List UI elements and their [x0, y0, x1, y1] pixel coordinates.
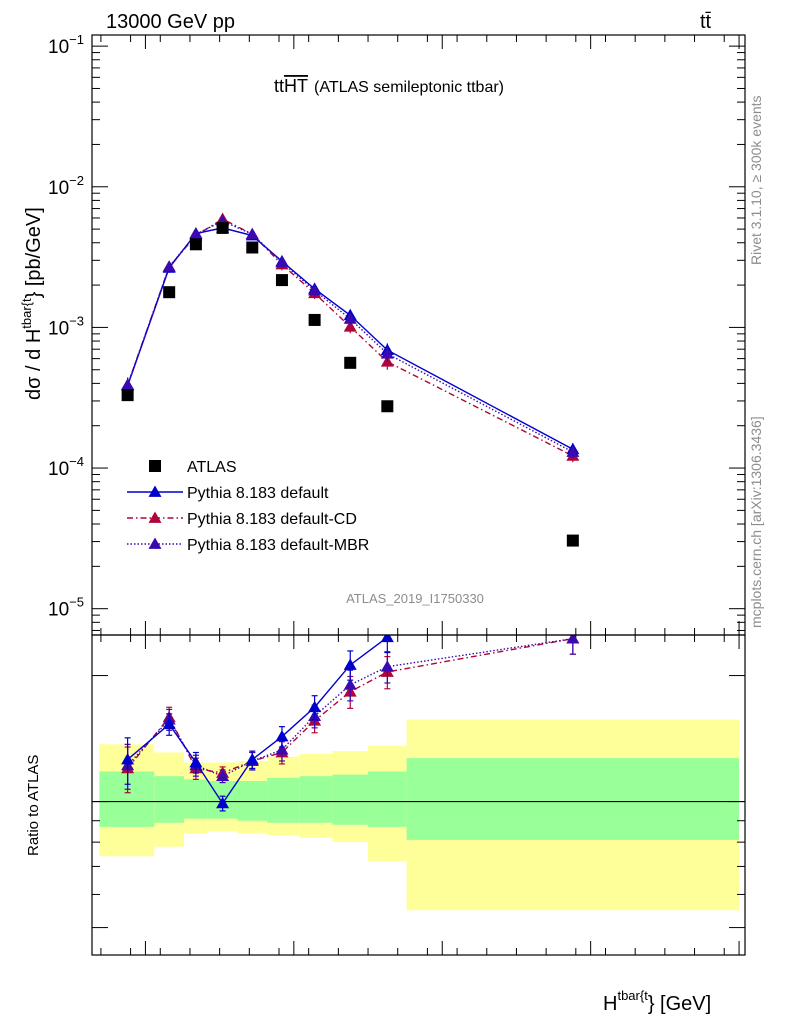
plot-title: ttHT (ATLAS semileptonic ttbar): [274, 76, 504, 96]
atlas-data-point: [275, 274, 288, 287]
atlas-data-point: [121, 389, 134, 402]
ratio-y-tick-label-right: 1: [753, 793, 764, 814]
x-tick-label: 1000: [273, 965, 315, 986]
ratio-y-tick-label-right: 0.5: [753, 919, 779, 940]
atlas-data-point: [308, 313, 321, 326]
ratio-frame: [91, 634, 746, 956]
ratio-panel: 500 1000 1500 2000 2500 0.5 0.5 1 1 2 2: [56, 635, 779, 986]
atlas-data-point: [566, 534, 579, 547]
ratio-point-mbr: [343, 678, 357, 690]
x-label-text: H: [603, 993, 617, 1015]
x-tick-label: 500: [130, 965, 162, 986]
plot-title-sub: (ATLAS semileptonic ttbar): [314, 79, 504, 96]
ratio-y-tick-label-right: 2: [753, 667, 764, 688]
ratio-band-inner: [368, 771, 407, 827]
y-tick-label: 10−5: [48, 595, 84, 621]
ratio-point-mbr: [275, 743, 289, 755]
legend-marker-atlas: [149, 460, 161, 472]
rivet-label: Rivet 3.1.10, ≥ 300k events: [748, 95, 764, 265]
ratio-band-inner: [299, 776, 333, 823]
plot-title-overline: HT: [284, 76, 308, 96]
legend-label: Pythia 8.183 default-MBR: [187, 537, 369, 554]
ratio-band-inner: [332, 774, 369, 825]
legend-marker-default: [148, 485, 162, 497]
y-tick-label: 10−1: [48, 32, 84, 58]
atlas-data-point: [189, 238, 202, 251]
y-tick-label: 10−2: [48, 173, 84, 199]
ratio-point-default: [343, 658, 357, 670]
legend: ATLAS Pythia 8.183 default Pythia 8.183 de…: [127, 459, 369, 554]
legend-marker-mbr: [148, 537, 162, 549]
ratio-point-default: [121, 753, 135, 765]
x-axis-label: Htbar{t} [GeV]: [603, 988, 711, 1015]
ratio-band-inner: [406, 758, 740, 840]
x-tick-label: 1500: [421, 965, 463, 986]
atlas-data-point: [216, 221, 229, 234]
ratio-y-tick-label: 1: [71, 793, 82, 814]
ratio-band-inner: [99, 771, 155, 827]
x-tick-label: 2000: [570, 965, 612, 986]
point-mbr: [162, 260, 176, 272]
analysis-watermark: ATLAS_2019_I1750330: [346, 591, 484, 606]
ratio-point-default: [189, 755, 203, 768]
y-label-main-sup: tbar{t: [19, 298, 34, 329]
y-axis-label-main: dσ / d Htbar{t} [pb/GeV]: [19, 207, 45, 400]
point-mbr: [380, 347, 394, 359]
ratio-point-default: [162, 717, 176, 730]
main-panel: 10−1 10−2 10−3 10−4 10−5: [48, 32, 745, 635]
header-final-state: tt̄: [700, 11, 712, 33]
y-label-main-post: } [pb/GeV]: [23, 207, 45, 298]
point-mbr: [121, 378, 135, 390]
ratio-y-tick-label: 0.5: [56, 919, 82, 940]
legend-marker-cd: [148, 511, 162, 523]
ratio-y-tick-label: 2: [71, 667, 82, 688]
plot-title-main: tt: [274, 76, 284, 96]
y-axis-label-ratio: Ratio to ATLAS: [25, 755, 42, 856]
ratio-point-default: [245, 753, 259, 765]
point-mbr: [308, 284, 322, 296]
atlas-data-point: [381, 400, 394, 413]
ratio-point-default: [380, 635, 394, 643]
ratio-band-inner: [184, 779, 208, 819]
point-mbr: [566, 445, 580, 457]
ratio-band-inner: [154, 776, 185, 823]
atlas-data-point: [246, 241, 259, 254]
ratio-point-default: [275, 730, 289, 742]
point-mbr: [343, 312, 357, 324]
y-label-main-text: dσ / d H: [23, 329, 45, 400]
y-tick-label: 10−4: [48, 454, 84, 480]
mcplots-label: mcplots.cern.ch [arXiv:1306.3436]: [748, 416, 764, 628]
x-tick-label: 2500: [718, 965, 760, 986]
ratio-point-mbr: [566, 635, 580, 644]
ratio-band-inner: [267, 777, 300, 823]
legend-label: Pythia 8.183 default: [187, 485, 329, 502]
x-label-sup: tbar{t: [617, 988, 648, 1003]
ratio-point-default: [308, 700, 322, 713]
atlas-data-point: [344, 356, 357, 369]
point-mbr: [245, 227, 259, 240]
series-line-default: [126, 227, 574, 450]
y-tick-label: 10−3: [48, 313, 84, 339]
series-line-cd: [126, 218, 574, 457]
ratio-band-inner: [237, 780, 268, 821]
ratio-point-mbr: [380, 660, 394, 672]
x-label-post: } [GeV]: [648, 993, 711, 1015]
ratio-point-default: [216, 796, 230, 809]
ratio-point-mbr: [216, 769, 230, 782]
point-cd: [343, 320, 357, 332]
atlas-data-point: [163, 286, 176, 299]
legend-label: ATLAS: [187, 459, 237, 476]
point-mbr: [189, 227, 203, 240]
legend-label: Pythia 8.183 default-CD: [187, 511, 357, 528]
series-line-mbr: [126, 220, 574, 453]
point-mbr: [275, 255, 289, 268]
header-process: 13000 GeV pp: [106, 11, 235, 33]
